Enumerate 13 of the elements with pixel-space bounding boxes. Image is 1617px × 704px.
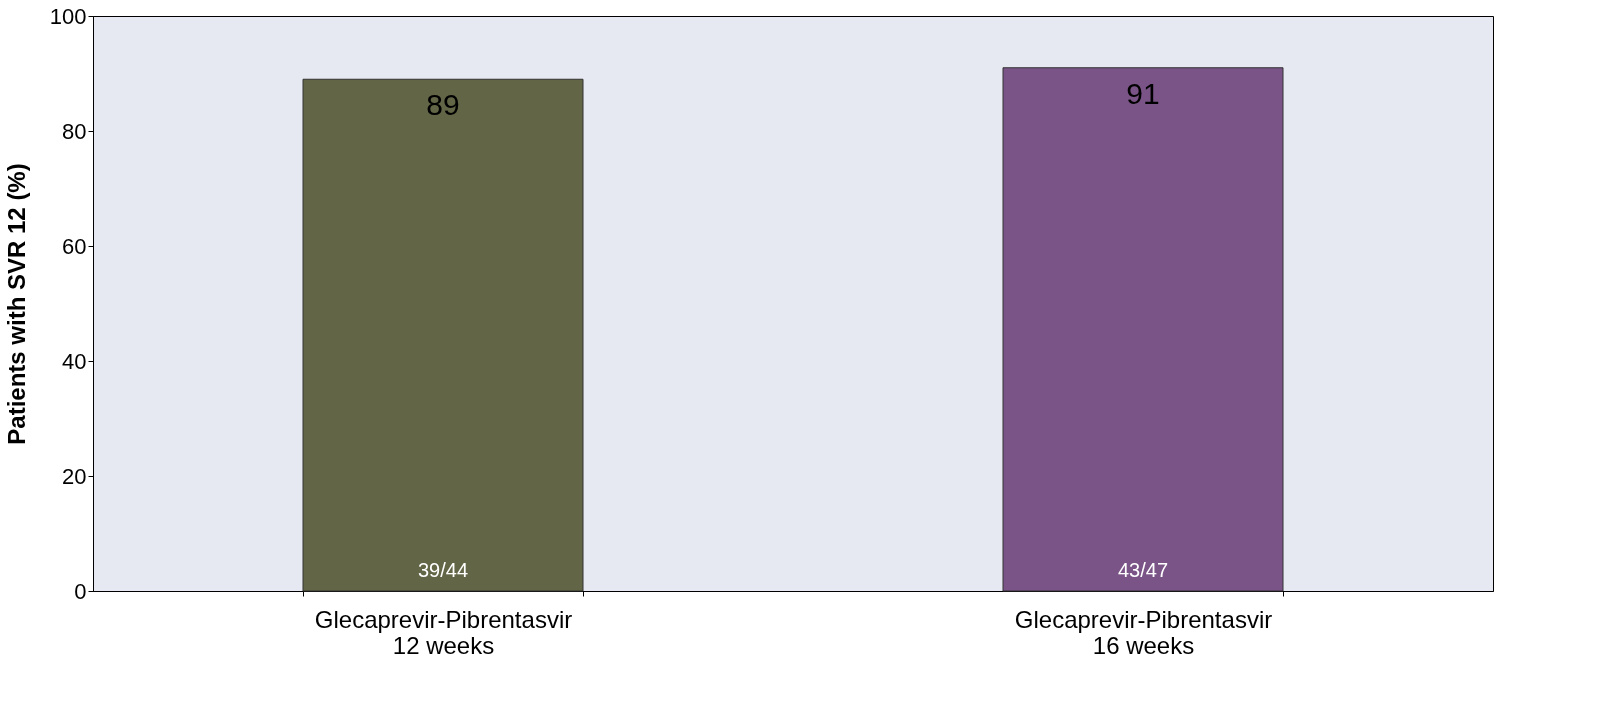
data-label: 89 [426,88,460,122]
y-tick-label: 60 [62,233,87,259]
y-tick-label: 20 [62,463,87,489]
y-tick-label: 100 [49,3,87,29]
x-tick-label: Glecaprevir-Pibrentasvir 12 weeks [314,605,573,659]
data-label: 91 [1126,76,1160,110]
y-axis-title: Patients with SVR 12 (%) [2,163,30,445]
y-tick-label: 80 [62,118,87,144]
y-tick-label: 40 [62,348,87,374]
annotation: 43/47 [1117,559,1169,581]
y-tick-label: 0 [74,578,87,604]
annotation: 39/44 [417,559,469,581]
x-tick-label: Glecaprevir-Pibrentasvir 16 weeks [1014,605,1273,659]
